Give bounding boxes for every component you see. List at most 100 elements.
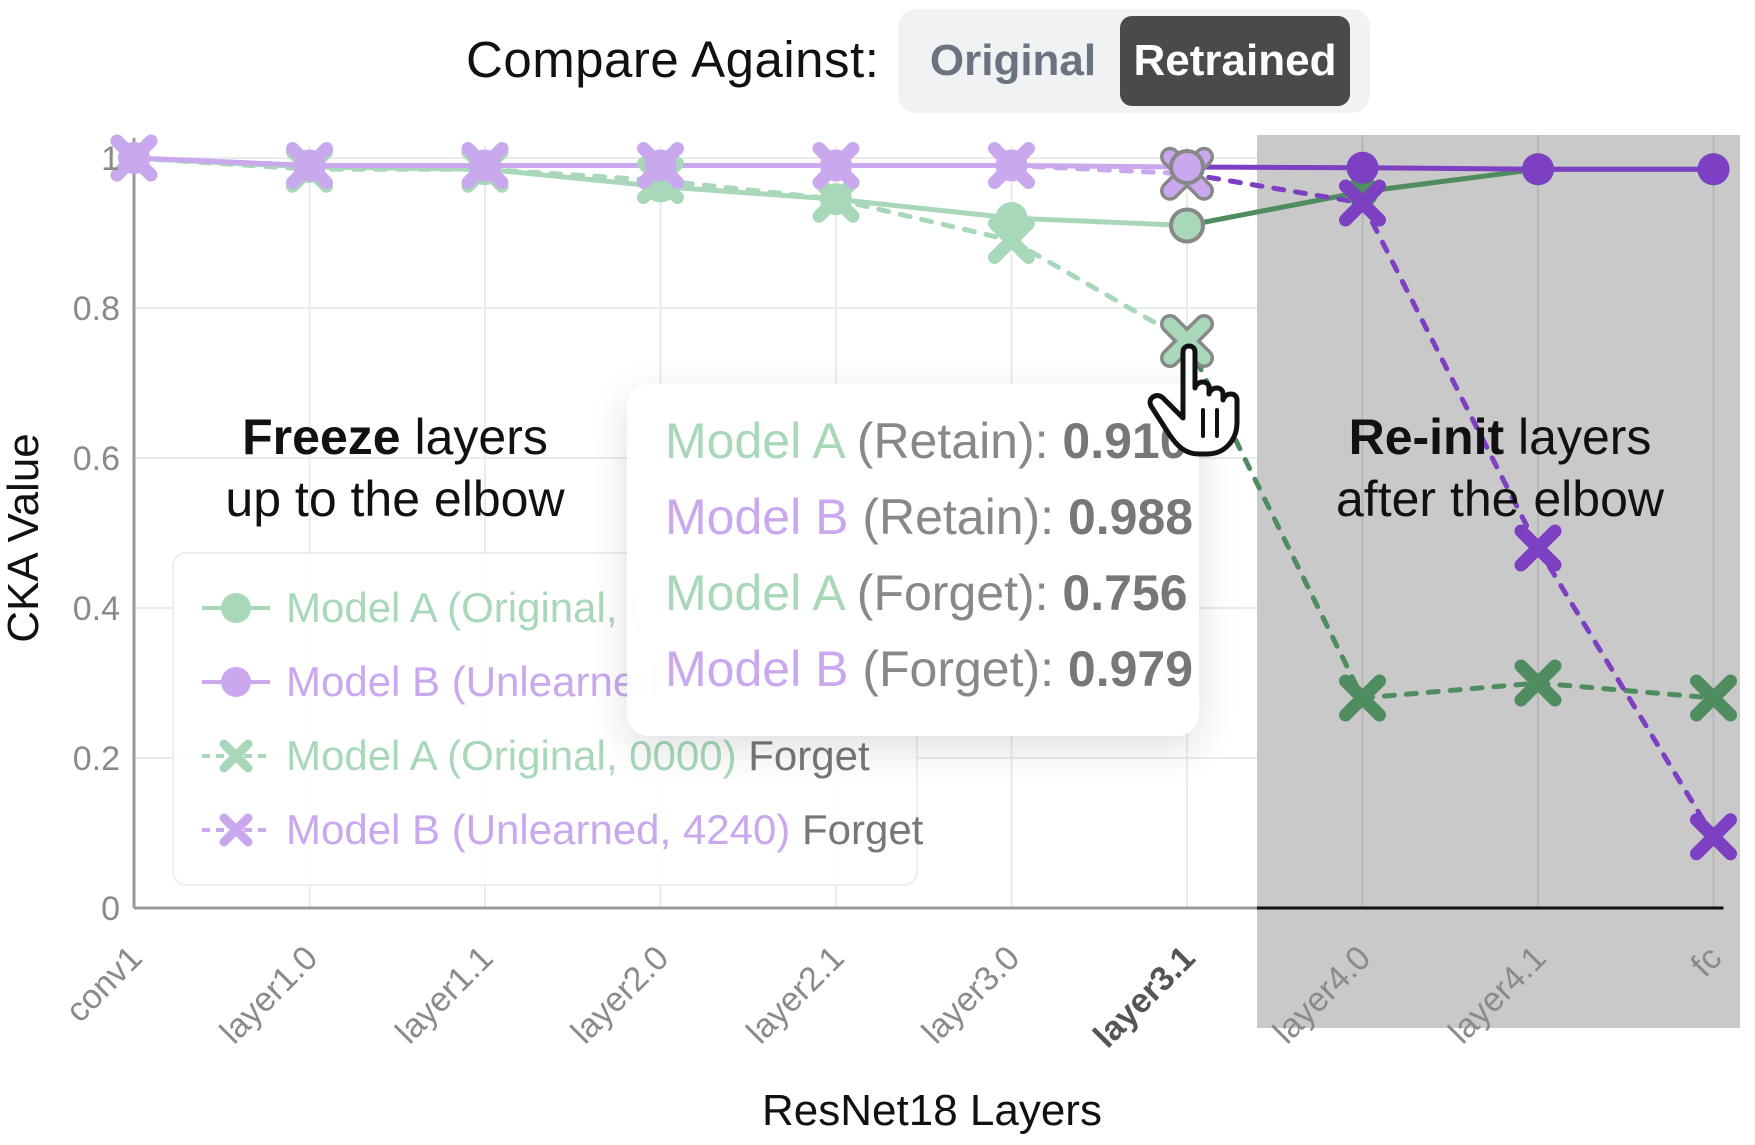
reinit-bold: Re-init — [1348, 409, 1505, 465]
series-segment — [833, 196, 1014, 221]
series-segment — [482, 166, 663, 189]
compare-against-label: Compare Against: — [466, 31, 880, 88]
y-tick-labels: 0 0.2 0.4 0.6 0.8 1 — [73, 140, 120, 928]
freeze-bold: Freeze — [242, 409, 401, 465]
data-point-cross — [1690, 813, 1737, 861]
data-point-cross — [1163, 317, 1211, 365]
series-segment — [833, 196, 1014, 243]
data-point-circle — [118, 142, 150, 174]
tooltip-category: (Retain): — [842, 413, 1063, 469]
series-segment — [658, 178, 839, 202]
series-segment — [1360, 680, 1541, 701]
shaded-reinit-region — [1257, 135, 1740, 1028]
y-tick-label: 0.4 — [73, 590, 120, 628]
legend-label: Model B (Unlearned — [286, 658, 660, 705]
x-tick-label: layer2.1 — [739, 939, 851, 1051]
y-tick-label: 0.2 — [73, 740, 120, 778]
data-point-cross — [1339, 179, 1386, 227]
data-point-circle — [1697, 153, 1730, 186]
series-segment — [1535, 545, 1716, 840]
tooltip-category: (Forget): — [848, 641, 1068, 697]
series-segment — [1009, 215, 1190, 228]
data-point-circle — [995, 202, 1028, 234]
legend-label-wrap: Model A (Original, 0000) Forget — [286, 726, 870, 786]
data-point-cross — [1514, 659, 1562, 707]
series-lines — [131, 155, 1716, 840]
x-tick-label: layer1.0 — [213, 939, 325, 1051]
series-segment — [1009, 163, 1190, 170]
tooltip-row: Model A (Forget): 0.756 — [665, 564, 1188, 622]
x-tick-label: conv1 — [59, 939, 150, 1030]
series-segment — [1535, 680, 1716, 701]
data-point-cross — [1339, 674, 1386, 722]
tooltip-value: 0.979 — [1067, 641, 1194, 697]
data-point-circle — [820, 149, 852, 182]
data-point-circle — [995, 149, 1028, 182]
x-axis-title: ResNet18 Layers — [762, 1086, 1102, 1135]
legend-circle-solid-icon — [202, 667, 270, 697]
data-point-circle — [469, 149, 501, 182]
chart-legend: Model A (Original, ( Model B (Unlearned … — [172, 552, 923, 886]
legend-cross-dashed-icon — [202, 739, 270, 773]
series-segment — [131, 155, 312, 168]
legend-label: Model A (Original, 0000) — [286, 732, 737, 779]
tooltip-model: Model B — [665, 641, 849, 697]
retrained-toggle-button[interactable]: Retrained — [1120, 16, 1350, 106]
series-segment — [1360, 165, 1541, 172]
freeze-annotation: Freeze layers up to the elbow — [200, 406, 590, 530]
freeze-line2: up to the elbow — [225, 471, 565, 527]
compare-toggle: Original Retrained — [898, 9, 1370, 113]
series-segment — [658, 184, 839, 202]
tooltip-value: 0.988 — [1067, 489, 1194, 545]
shaded-region — [1257, 135, 1740, 1028]
data-point-circle — [1346, 151, 1379, 184]
tooltip-category: (Forget): — [842, 565, 1063, 621]
y-tick-label: 0.8 — [73, 290, 120, 328]
x-tick-label: layer3.0 — [915, 939, 1027, 1051]
legend-suffix: Forget — [790, 806, 924, 853]
series-segment — [1009, 238, 1190, 344]
reinit-line2: after the elbow — [1336, 471, 1664, 527]
tooltip-row: Model B (Forget): 0.979 — [665, 640, 1193, 698]
data-point-circle — [820, 183, 852, 216]
data-point-circle — [1169, 207, 1205, 244]
hand-pointer-cursor-icon — [1147, 343, 1240, 457]
legend-label: Model B (Unlearned, 4240) — [286, 806, 791, 853]
hover-tooltip: Model A (Retain): 0.910 Model B (Retain)… — [627, 384, 1199, 736]
tooltip-value: 0.756 — [1062, 565, 1188, 621]
tooltip-row: Model A (Retain): 0.910 — [665, 412, 1188, 470]
series-segment — [1360, 200, 1541, 551]
x-tick-label: layer2.0 — [564, 939, 676, 1051]
tooltip-model: Model A — [665, 565, 843, 621]
legend-label-wrap: Model B (Unlearned, 4240) Forget — [286, 800, 923, 860]
y-tick-label: 1 — [101, 140, 120, 178]
x-tick-label: layer1.1 — [388, 939, 500, 1051]
legend-cross-dashed-icon — [202, 813, 270, 847]
original-toggle-button[interactable]: Original — [929, 36, 1097, 85]
tooltip-category: (Retain): — [848, 489, 1068, 545]
tooltip-model: Model A — [665, 413, 843, 469]
series-segment — [1184, 189, 1365, 228]
y-tick-label: 0 — [101, 890, 120, 928]
series-markers — [110, 134, 1737, 861]
series-segment — [1184, 164, 1365, 171]
axes — [132, 138, 1724, 910]
data-point-circle — [644, 149, 677, 182]
data-point-circle — [1169, 149, 1205, 185]
data-point-circle — [1522, 153, 1554, 186]
tooltip-row: Model B (Retain): 0.988 — [665, 488, 1193, 546]
reinit-annotation: Re-init layers after the elbow — [1300, 406, 1700, 530]
legend-suffix: Forget — [736, 732, 870, 779]
x-tick-label: layer3.1 — [1086, 939, 1202, 1055]
data-point-cross — [1514, 524, 1562, 572]
data-point-cross — [1690, 674, 1737, 722]
series-segment — [1184, 171, 1365, 206]
freeze-rest: layers — [400, 409, 548, 465]
legend-label: Model A (Original, ( — [286, 584, 644, 631]
y-tick-label: 0.6 — [73, 440, 120, 478]
data-point-circle — [293, 149, 326, 182]
legend-circle-solid-icon — [202, 593, 270, 623]
tooltip-model: Model B — [665, 489, 849, 545]
y-axis-title: CKA Value — [0, 433, 48, 643]
series-segment — [1360, 166, 1541, 195]
